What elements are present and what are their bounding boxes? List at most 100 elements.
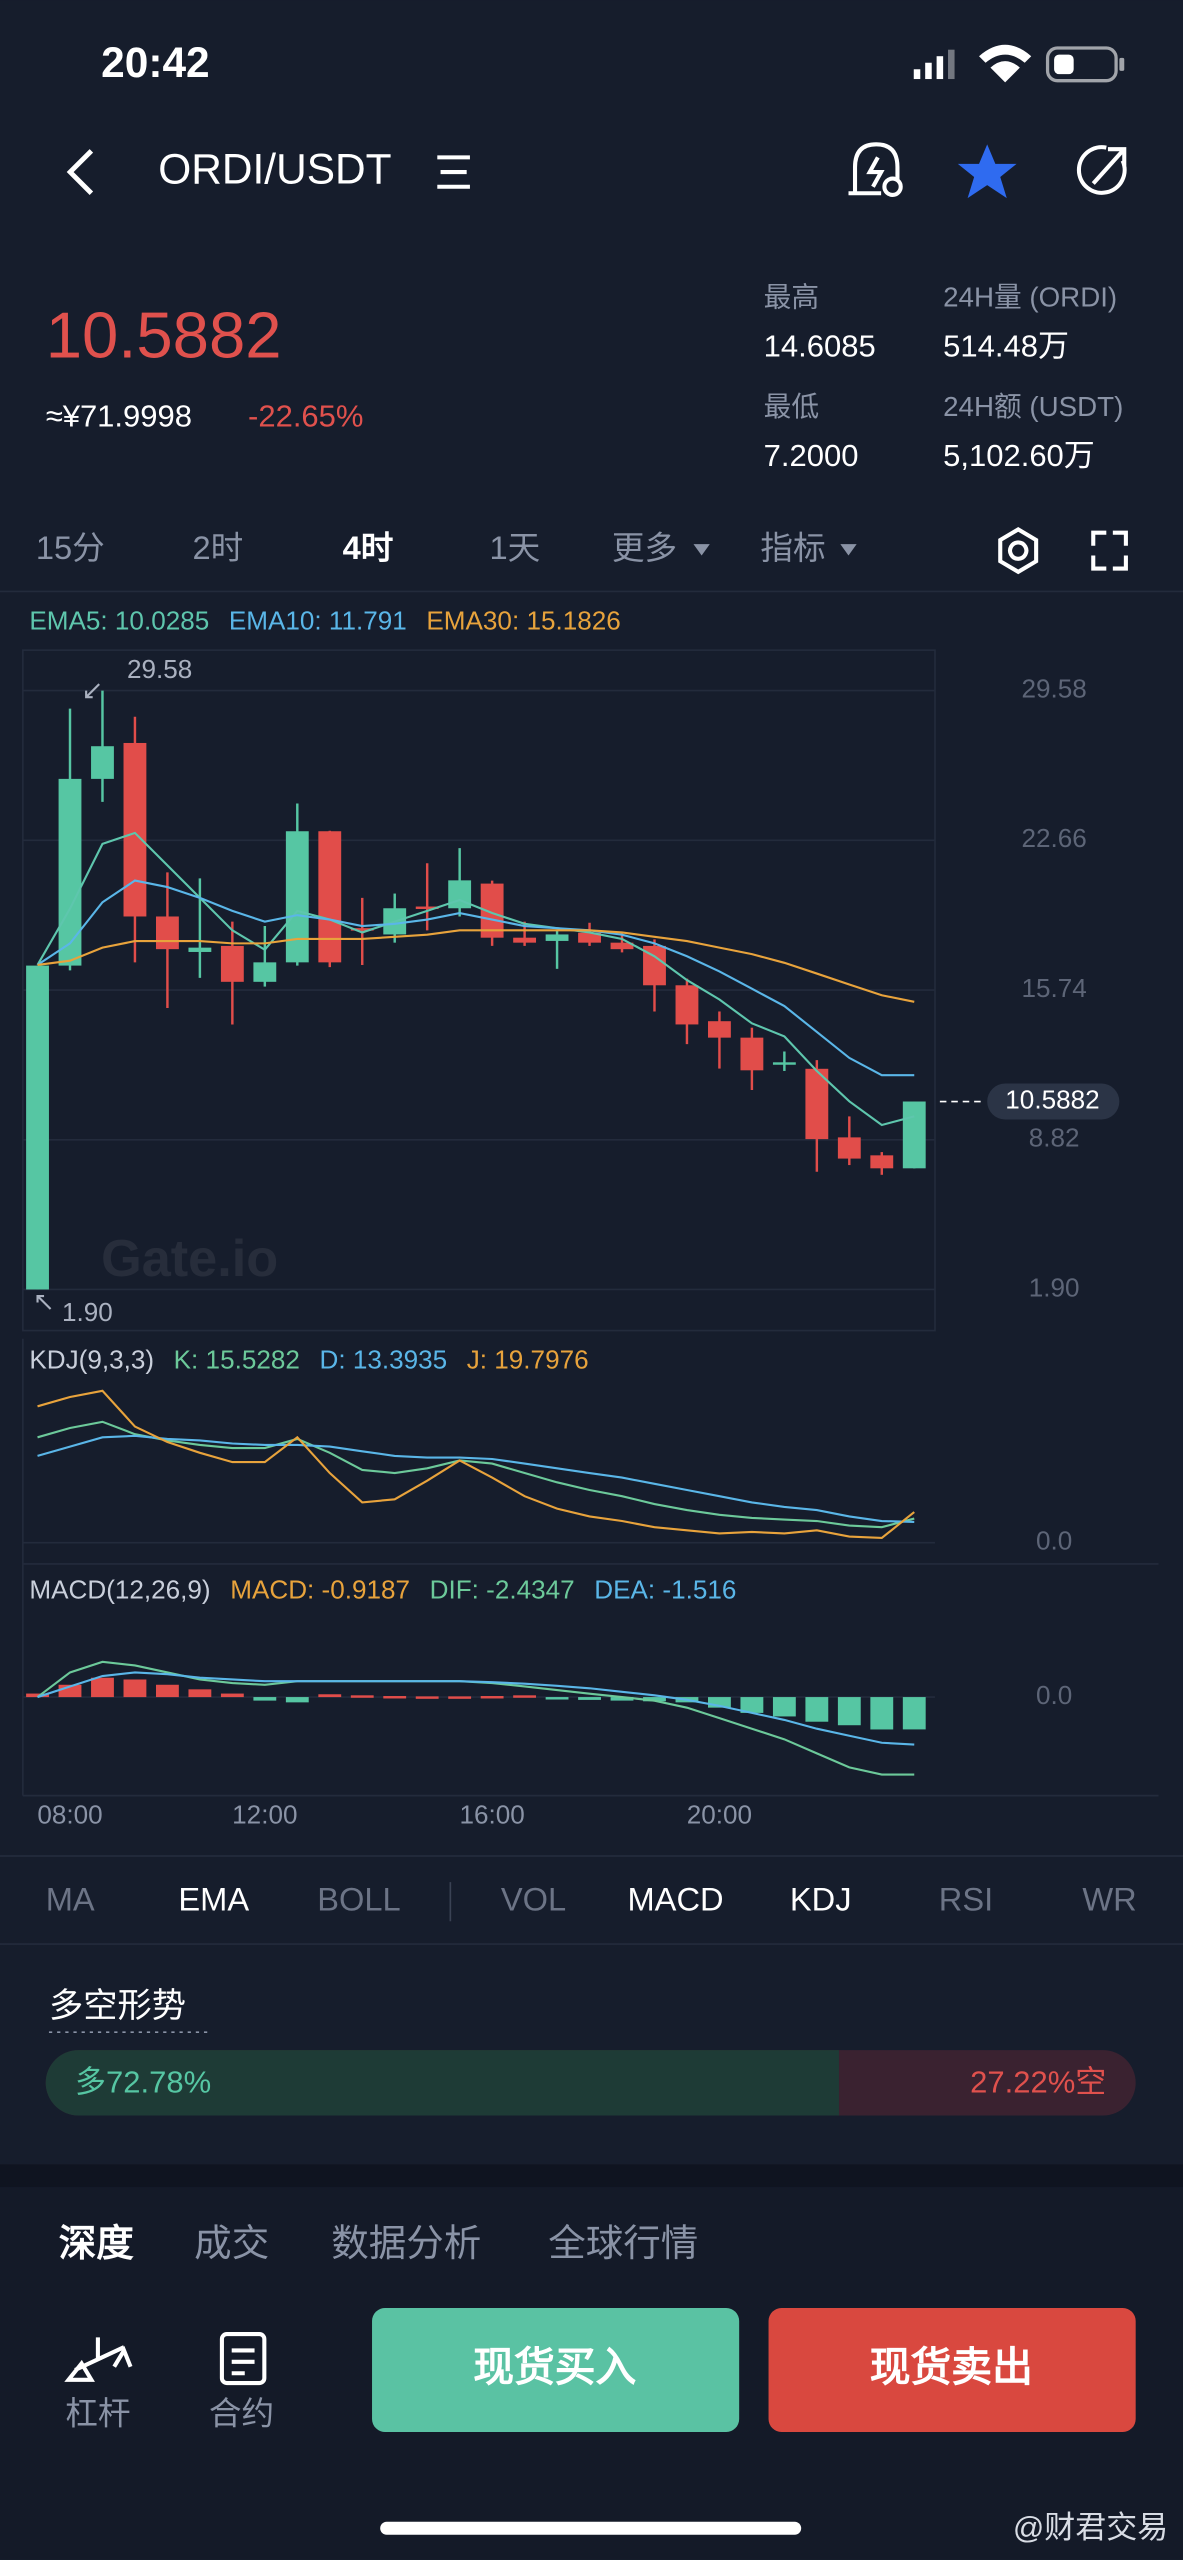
dropdown-arrow bbox=[693, 544, 710, 556]
indicator-line bbox=[37, 1389, 915, 1540]
candle-body bbox=[805, 1068, 829, 1140]
favorite-star[interactable] bbox=[957, 144, 1017, 199]
status-time: 20:42 bbox=[101, 39, 209, 86]
x-tick-label: 20:00 bbox=[687, 1800, 752, 1830]
action-label[interactable]: 合约 bbox=[209, 2394, 274, 2431]
back-button[interactable] bbox=[66, 149, 94, 196]
bottom-tab[interactable]: 成交 bbox=[194, 2222, 269, 2264]
candle-body bbox=[578, 932, 601, 943]
histogram-bar bbox=[123, 1679, 147, 1698]
histogram-bar bbox=[26, 1693, 49, 1698]
histogram-bar bbox=[480, 1696, 504, 1699]
histogram-bar bbox=[383, 1696, 407, 1699]
low-marker: 1.90 bbox=[62, 1297, 113, 1327]
indicator-tab[interactable]: MACD bbox=[628, 1880, 724, 1917]
candle-body bbox=[123, 742, 147, 917]
histogram-bar bbox=[545, 1697, 569, 1700]
histogram-bar bbox=[708, 1697, 731, 1708]
histogram-bar bbox=[155, 1684, 179, 1698]
histogram-bar bbox=[610, 1697, 634, 1701]
leverage-icon[interactable] bbox=[64, 2337, 133, 2382]
action-label[interactable]: 杠杆 bbox=[65, 2394, 130, 2431]
share-icon[interactable] bbox=[1076, 145, 1127, 195]
candle-body bbox=[870, 1155, 894, 1169]
settings-icon[interactable] bbox=[998, 527, 1039, 575]
timeframe-tab[interactable]: 1天 bbox=[490, 529, 541, 566]
histogram-bar bbox=[578, 1697, 601, 1700]
chart-watermark: Gate.io bbox=[101, 1230, 278, 1288]
y-tick-label: 29.58 bbox=[1021, 674, 1086, 704]
indicator-tab[interactable]: WR bbox=[1082, 1880, 1136, 1917]
stat-label: 24H量 (ORDI) bbox=[943, 282, 1117, 313]
timeframe-tab[interactable]: 15分 bbox=[36, 529, 105, 566]
indicator-tab[interactable]: RSI bbox=[939, 1880, 993, 1917]
x-tick-label: 16:00 bbox=[459, 1800, 524, 1830]
indicator-tab[interactable]: EMA bbox=[178, 1880, 249, 1917]
candle-body bbox=[902, 1101, 926, 1169]
y-tick-label: 15.74 bbox=[1021, 973, 1086, 1003]
timeframe-tab[interactable]: 2时 bbox=[193, 529, 244, 566]
watermark: @财君交易 bbox=[1013, 2510, 1168, 2545]
last-price: 10.5882 bbox=[46, 298, 282, 371]
buy-button-label[interactable]: 现货买入 bbox=[473, 2344, 636, 2390]
stat-label: 最低 bbox=[764, 391, 819, 422]
y-tick-label: 0.0 bbox=[1036, 1526, 1072, 1556]
alert-icon[interactable] bbox=[848, 142, 903, 197]
legend-entry: K: 15.5282 bbox=[174, 1344, 300, 1374]
legend-entry: EMA10: 11.791 bbox=[229, 605, 407, 635]
stat-label: 最高 bbox=[764, 282, 819, 313]
candle-body bbox=[675, 985, 699, 1025]
last-price-label: 10.5882 bbox=[1005, 1084, 1099, 1114]
histogram-bar bbox=[448, 1696, 472, 1699]
candle-body bbox=[26, 965, 49, 1290]
indicator-tab[interactable]: MA bbox=[46, 1880, 95, 1917]
candle-body bbox=[318, 831, 342, 963]
ema-line bbox=[36, 879, 915, 1077]
contract-icon[interactable] bbox=[219, 2332, 267, 2386]
buy-button[interactable] bbox=[372, 2307, 740, 2432]
sell-button-label[interactable]: 现货卖出 bbox=[870, 2344, 1033, 2390]
sentiment-title: 多空形势 bbox=[49, 1987, 186, 2025]
indicator-tab[interactable]: KDJ bbox=[790, 1880, 852, 1917]
high-marker-arrow bbox=[85, 683, 100, 699]
indicator-tab[interactable]: BOLL bbox=[317, 1880, 400, 1917]
indicator-line bbox=[37, 1420, 915, 1529]
histogram-bar bbox=[837, 1697, 861, 1726]
histogram-bar bbox=[285, 1697, 309, 1703]
pair-title[interactable]: ORDI/USDT bbox=[158, 145, 391, 192]
sell-button[interactable] bbox=[768, 2307, 1136, 2432]
legend-entry: J: 19.7976 bbox=[467, 1344, 589, 1374]
candle-body bbox=[155, 916, 179, 950]
indicator-tab[interactable]: VOL bbox=[501, 1880, 566, 1917]
timeframe-tab[interactable]: 更多 bbox=[612, 529, 677, 566]
histogram-bar bbox=[740, 1697, 764, 1713]
candle-body bbox=[708, 1021, 731, 1038]
candle-body bbox=[610, 942, 634, 950]
timeframe-tab[interactable]: 4时 bbox=[343, 529, 394, 566]
bottom-tab[interactable]: 全球行情 bbox=[548, 2222, 698, 2264]
stat-value: 7.2000 bbox=[764, 438, 859, 473]
candle-body bbox=[772, 1062, 796, 1065]
histogram-bar bbox=[902, 1697, 926, 1730]
bottom-tab[interactable]: 数据分析 bbox=[331, 2222, 481, 2264]
histogram-bar bbox=[805, 1697, 829, 1722]
histogram-bar bbox=[513, 1695, 537, 1698]
fullscreen-icon[interactable] bbox=[1091, 530, 1128, 571]
bottom-tab[interactable]: 深度 bbox=[59, 2222, 135, 2264]
candle-body bbox=[643, 945, 666, 986]
status-icons bbox=[913, 44, 1125, 83]
histogram-bar bbox=[188, 1689, 212, 1698]
histogram-bar bbox=[870, 1697, 894, 1730]
histogram-bar bbox=[772, 1697, 796, 1717]
high-marker: 29.58 bbox=[127, 654, 192, 684]
legend-entry: MACD: -0.9187 bbox=[230, 1575, 410, 1605]
timeframe-tab[interactable]: 指标 bbox=[760, 529, 825, 566]
pair-menu-icon[interactable] bbox=[437, 155, 470, 189]
legend-entry: DEA: -1.516 bbox=[594, 1575, 736, 1605]
y-tick-label: 0.0 bbox=[1036, 1680, 1072, 1710]
x-tick-label: 08:00 bbox=[37, 1800, 102, 1830]
stat-value: 5,102.60万 bbox=[943, 438, 1095, 473]
